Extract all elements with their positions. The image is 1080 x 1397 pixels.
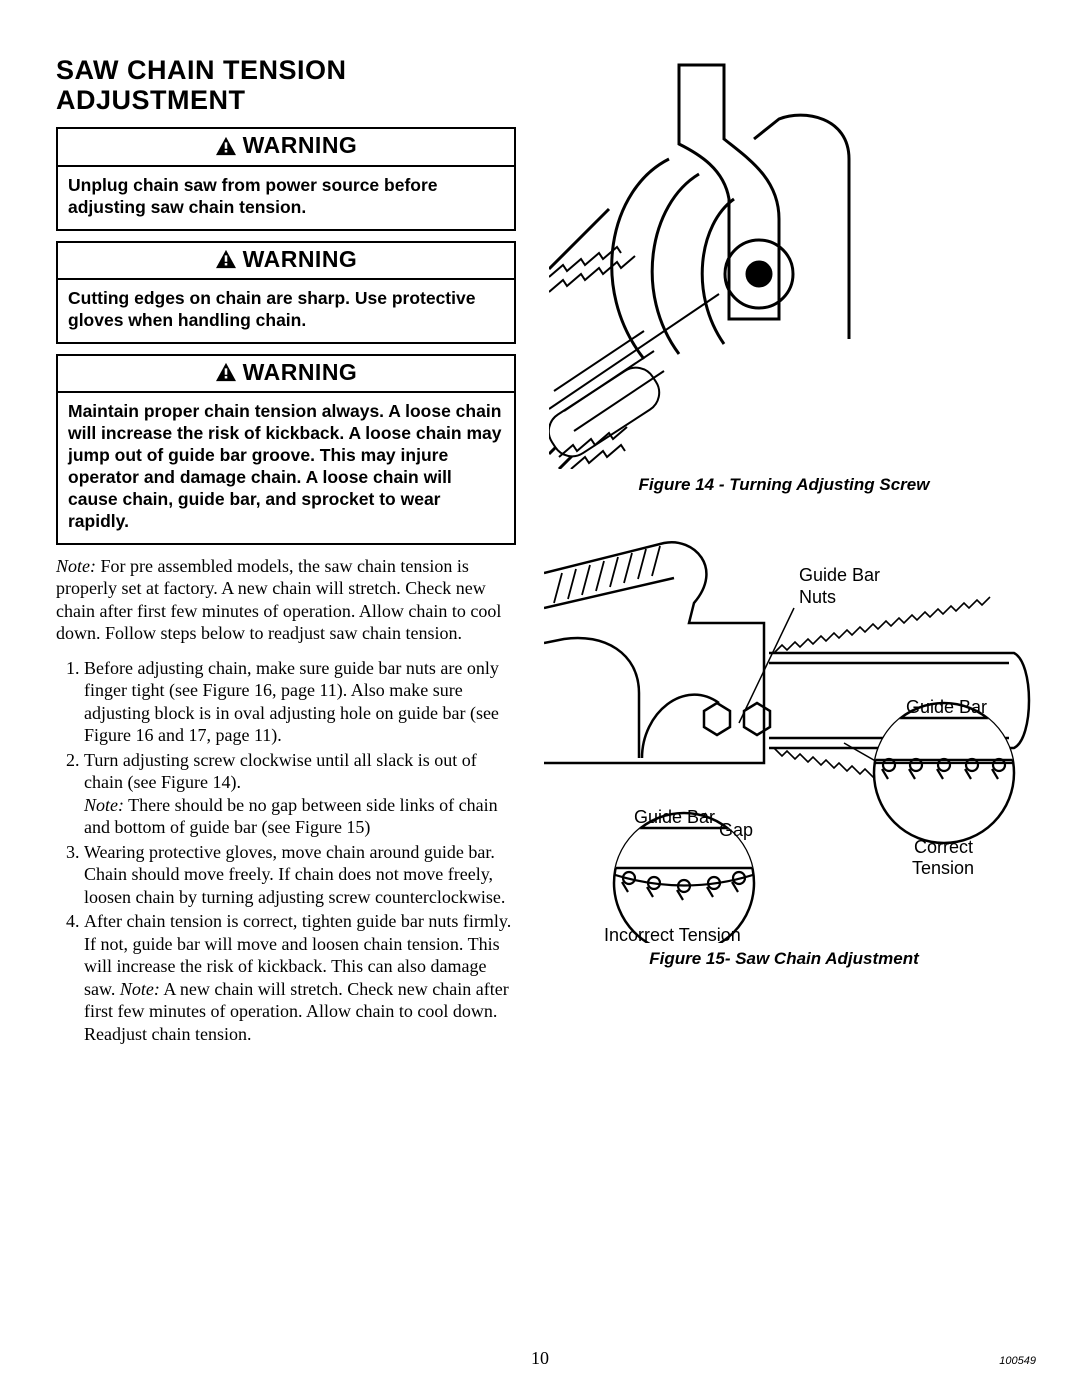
warning-header: WARNING [58,243,514,281]
step-text: Wearing protective gloves, move chain ar… [84,842,505,907]
label-guide-bar-2: Guide Bar [906,697,987,717]
steps-list: Before adjusting chain, make sure guide … [56,657,516,1046]
step-3: Wearing protective gloves, move chain ar… [84,841,516,909]
figure-15-caption: Figure 15- Saw Chain Adjustment [544,949,1024,969]
intro-note: Note: For pre assembled models, the saw … [56,555,516,645]
label-gap: Gap [719,820,753,840]
document-id: 100549 [999,1355,1036,1367]
step-4: After chain tension is correct, tighten … [84,910,516,1045]
label-incorrect: Incorrect Tension [604,925,741,943]
warning-label: WARNING [243,246,358,273]
manual-page: SAW CHAIN TENSION ADJUSTMENT WARNING Un [0,0,1080,1397]
warning-icon [215,249,237,269]
step-2: Turn adjusting screw clockwise until all… [84,749,516,839]
label-guide-bar-nuts-1: Guide Bar [799,565,880,585]
note-text: For pre assembled models, the saw chain … [56,556,501,644]
warning-box-1: WARNING Unplug chain saw from power sour… [56,127,516,230]
figure-14-diagram [549,59,1019,469]
warning-box-2: WARNING Cutting edges on chain are sharp… [56,241,516,344]
title-line-1: SAW CHAIN TENSION [56,55,347,85]
warning-header: WARNING [58,356,514,394]
warning-icon [215,136,237,156]
note-label: Note: [120,979,160,999]
note-text: There should be no gap between side link… [84,795,498,838]
warning-text: Cutting edges on chain are sharp. Use pr… [58,280,514,342]
note-label: Note: [56,556,96,576]
label-correct-2: Tension [912,858,974,878]
label-guide-bar-nuts-2: Nuts [799,587,836,607]
figure-14: Figure 14 - Turning Adjusting Screw [544,59,1024,495]
figure-15: Guide Bar Nuts Guide Bar Gap Incorrect T… [544,513,1024,969]
warning-label: WARNING [243,132,358,159]
section-title: SAW CHAIN TENSION ADJUSTMENT [56,55,516,115]
two-column-layout: SAW CHAIN TENSION ADJUSTMENT WARNING Un [56,55,1044,1047]
step-1: Before adjusting chain, make sure guide … [84,657,516,747]
left-column: SAW CHAIN TENSION ADJUSTMENT WARNING Un [56,55,516,1047]
note-label: Note: [84,795,124,815]
figure-15-diagram: Guide Bar Nuts Guide Bar Gap Incorrect T… [544,513,1034,943]
figure-14-caption: Figure 14 - Turning Adjusting Screw [544,475,1024,495]
label-correct-1: Correct [914,837,973,857]
right-column: Figure 14 - Turning Adjusting Screw [544,55,1024,1047]
warning-text: Maintain proper chain tension always. A … [58,393,514,542]
step-text: Before adjusting chain, make sure guide … [84,658,499,746]
step-text: Turn adjusting screw clockwise until all… [84,750,477,793]
title-line-2: ADJUSTMENT [56,85,246,115]
warning-icon [215,362,237,382]
warning-label: WARNING [243,359,358,386]
page-number: 10 [0,1348,1080,1369]
warning-box-3: WARNING Maintain proper chain tension al… [56,354,516,545]
warning-header: WARNING [58,129,514,167]
label-guide-bar: Guide Bar [634,807,715,827]
warning-text: Unplug chain saw from power source befor… [58,167,514,229]
